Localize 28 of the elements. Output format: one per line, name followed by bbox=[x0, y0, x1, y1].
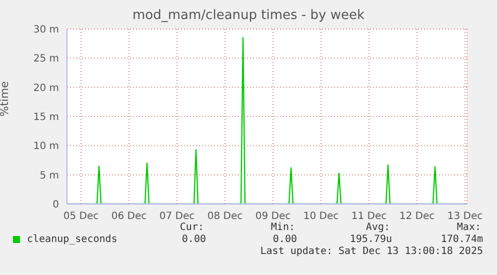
y-tick-label: 20 m bbox=[33, 82, 59, 94]
y-tick-label: 0 bbox=[52, 200, 59, 211]
y-tick-label: 30 m bbox=[33, 24, 59, 36]
x-tick-label: 10 Dec bbox=[303, 211, 339, 222]
x-tick-label: 08 Dec bbox=[207, 211, 243, 222]
x-tick-label: 12 Dec bbox=[399, 211, 435, 222]
text: 170.74m bbox=[440, 234, 483, 245]
y-axis-title: %time bbox=[0, 80, 11, 116]
x-tick-label: 13 Dec bbox=[447, 211, 483, 222]
y-tick-label: 15 m bbox=[33, 112, 59, 124]
legend-label: cleanup_seconds bbox=[27, 234, 118, 245]
x-tick-label: 09 Dec bbox=[255, 211, 291, 222]
y-tick-label: 5 m bbox=[40, 170, 59, 182]
y-tick-label: 10 m bbox=[33, 141, 59, 152]
text: 195.79u bbox=[350, 234, 392, 245]
chart-title: mod_mam/cleanup times - by week bbox=[132, 8, 366, 23]
text: Max: bbox=[456, 222, 481, 233]
y-tick-label: 25 m bbox=[33, 54, 59, 65]
text: Min: bbox=[270, 222, 295, 233]
text: Avg: bbox=[366, 222, 390, 233]
text: Cur: bbox=[180, 222, 204, 233]
x-tick-label: 07 Dec bbox=[159, 211, 195, 222]
x-tick-label: 06 Dec bbox=[111, 211, 147, 222]
x-tick-label: 11 Dec bbox=[351, 211, 387, 222]
text: Last update: Sat Dec 13 13:00:18 2025 bbox=[260, 246, 483, 257]
text: 0.00 bbox=[182, 234, 206, 245]
text: 0.00 bbox=[272, 234, 297, 245]
x-tick-label: 05 Dec bbox=[63, 211, 99, 222]
